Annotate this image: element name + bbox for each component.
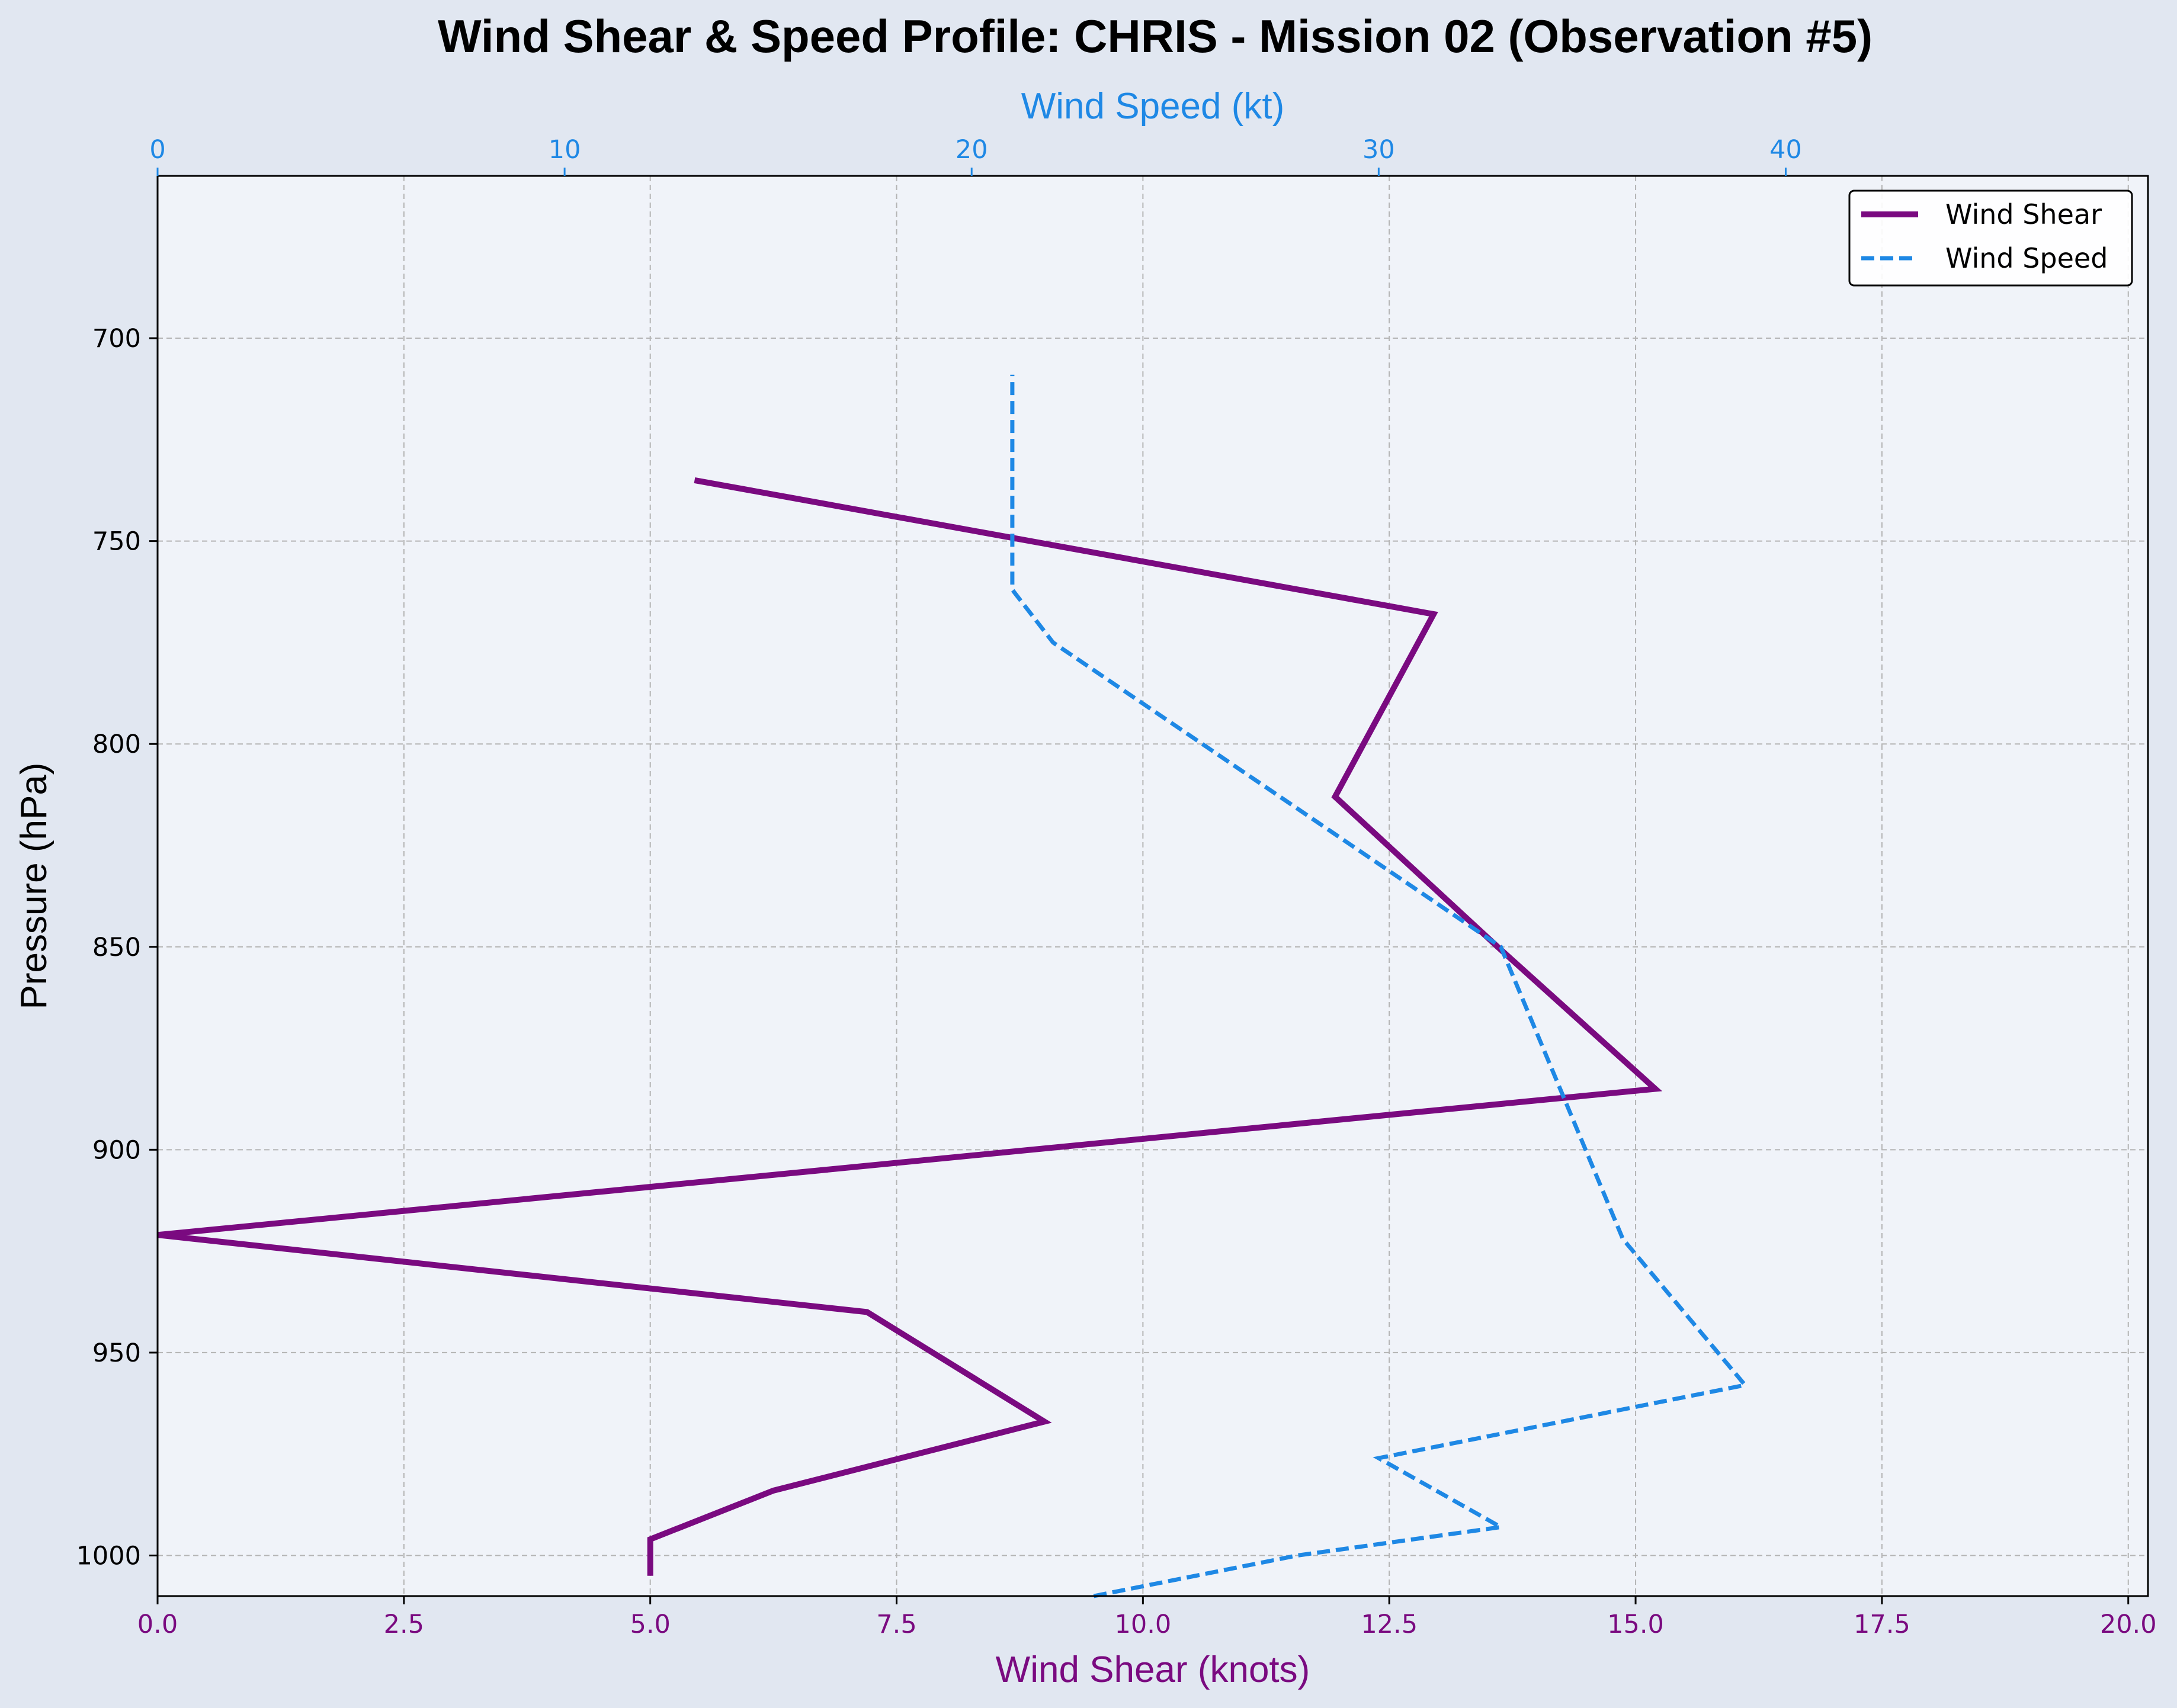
x-tick-label: 10.0 (1114, 1610, 1171, 1639)
legend-label-wind-shear: Wind Shear (1945, 198, 2102, 230)
y-tick-label: 800 (92, 730, 141, 759)
y-tick-label: 850 (92, 933, 141, 962)
x2-tick-label: 10 (549, 135, 581, 165)
x-tick-label: 15.0 (1607, 1610, 1664, 1639)
legend: Wind Shear Wind Speed (1848, 190, 2133, 287)
y-tick-label: 750 (92, 527, 141, 557)
x-axis-top: 0 10 20 30 40 (149, 135, 1802, 176)
x2-tick-label: 40 (1769, 135, 1802, 165)
y-axis: 700 750 800 850 900 950 1000 (76, 324, 158, 1571)
x-tick-label: 2.5 (384, 1610, 424, 1639)
chart-title: Wind Shear & Speed Profile: CHRIS - Miss… (438, 10, 1873, 62)
x-tick-label: 17.5 (1854, 1610, 1910, 1639)
y-axis-label: Pressure (hPa) (14, 763, 54, 1010)
y-tick-label: 950 (92, 1338, 141, 1368)
x2-axis-label: Wind Speed (kt) (1021, 86, 1285, 127)
plot-frame (156, 175, 2149, 1597)
x2-tick-label: 0 (149, 135, 165, 165)
wind-speed-line (1010, 374, 1749, 1598)
x2-tick-label: 20 (956, 135, 988, 165)
y-tick-label: 900 (92, 1135, 141, 1165)
y-tick-label: 700 (92, 324, 141, 354)
x-tick-label: 12.5 (1361, 1610, 1418, 1639)
legend-box (1848, 190, 2133, 287)
x2-tick-label: 30 (1362, 135, 1395, 165)
plot-area (158, 176, 2148, 1596)
y-tick-label: 1000 (76, 1541, 141, 1571)
legend-label-wind-speed: Wind Speed (1945, 242, 2108, 274)
x-tick-label: 5.0 (630, 1610, 670, 1639)
x-tick-label: 20.0 (2100, 1610, 2157, 1639)
x-tick-label: 0.0 (137, 1610, 178, 1639)
x-tick-label: 7.5 (876, 1610, 916, 1639)
x-axis-bottom: 0.0 2.5 5.0 7.5 10.0 12.5 15.0 17.5 20.0 (137, 1596, 2157, 1639)
x-axis-label: Wind Shear (knots) (996, 1649, 1310, 1690)
